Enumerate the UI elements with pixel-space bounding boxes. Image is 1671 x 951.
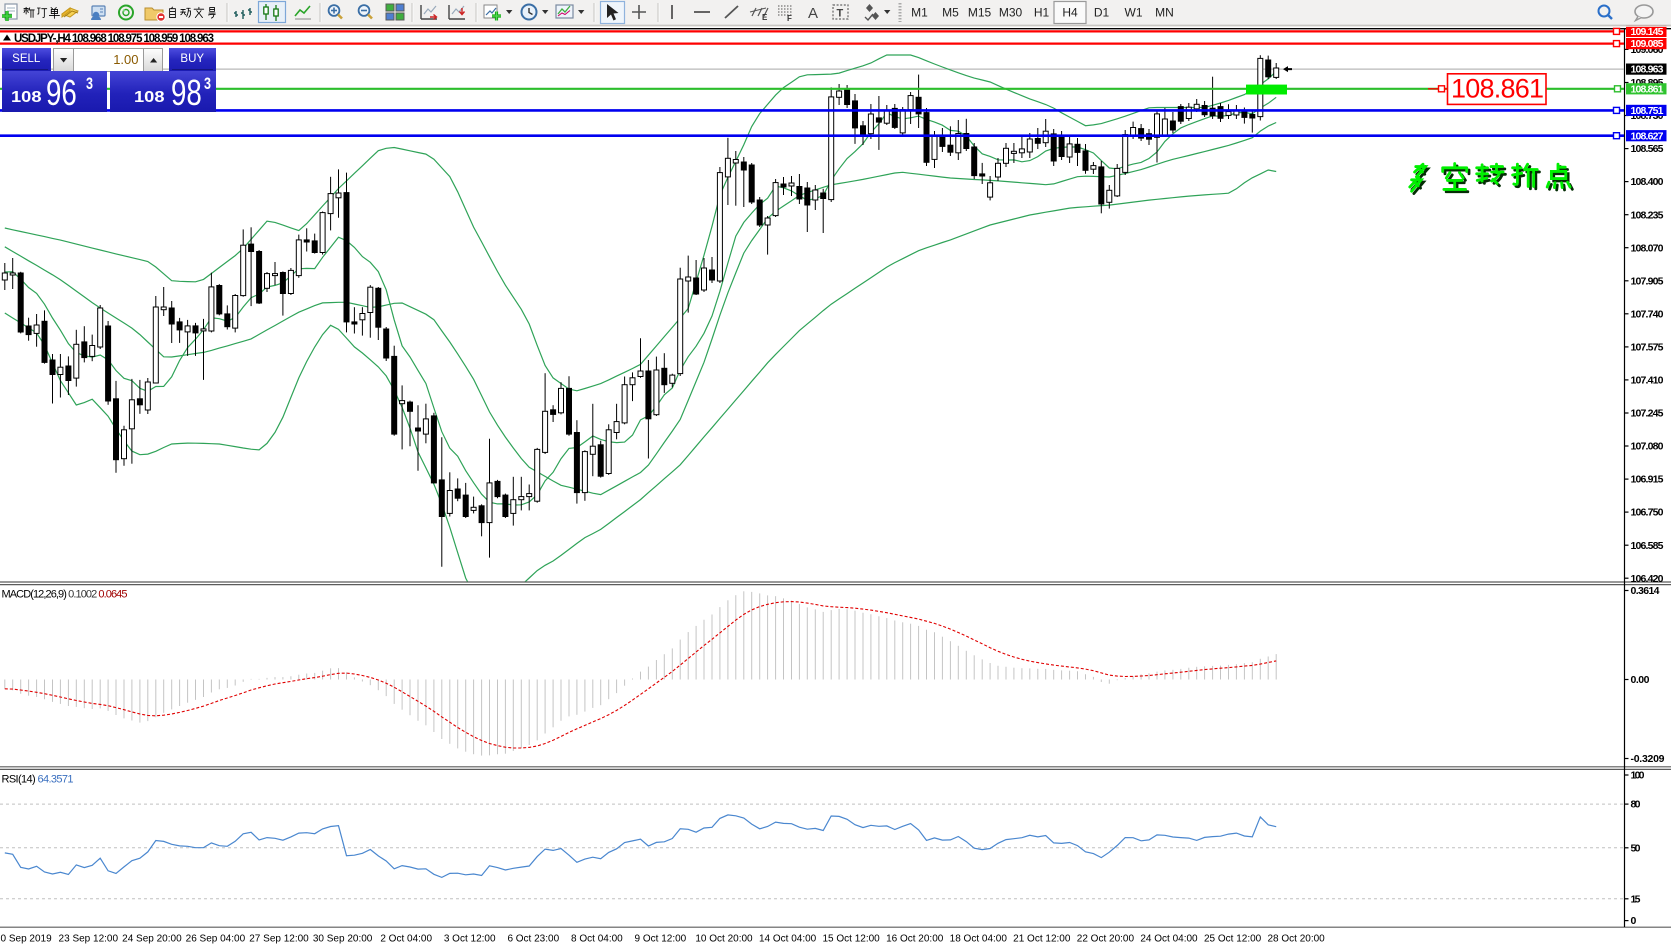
svg-text:0: 0 — [1631, 915, 1637, 927]
svg-text:M15: M15 — [968, 6, 992, 20]
svg-text:0 Sep 2019: 0 Sep 2019 — [1, 934, 53, 945]
svg-text:9 Oct 12:00: 9 Oct 12:00 — [635, 934, 687, 945]
svg-text:A: A — [808, 5, 818, 22]
svg-text:MACD(12,26,9) 0.1002 0.0645: MACD(12,26,9) 0.1002 0.0645 — [2, 589, 128, 601]
svg-text:24 Oct 04:00: 24 Oct 04:00 — [1140, 934, 1198, 945]
svg-text:25 Oct 12:00: 25 Oct 12:00 — [1204, 934, 1262, 945]
svg-text:14 Oct 04:00: 14 Oct 04:00 — [759, 934, 817, 945]
svg-text:MN: MN — [1155, 6, 1174, 20]
svg-text:D1: D1 — [1094, 6, 1110, 20]
svg-text:M1: M1 — [911, 6, 928, 20]
svg-text:RSI(14) 64.3571: RSI(14) 64.3571 — [2, 774, 74, 786]
svg-text:30 Sep 20:00: 30 Sep 20:00 — [313, 934, 373, 945]
svg-text:109.145: 109.145 — [1631, 26, 1664, 38]
svg-text:E: E — [762, 13, 768, 22]
svg-text:106.750: 106.750 — [1631, 507, 1664, 519]
svg-text:100: 100 — [1631, 770, 1645, 782]
svg-text:106.420: 106.420 — [1631, 573, 1664, 585]
svg-text:10 Oct 20:00: 10 Oct 20:00 — [695, 934, 753, 945]
svg-text:18 Oct 04:00: 18 Oct 04:00 — [950, 934, 1008, 945]
svg-text:15 Oct 12:00: 15 Oct 12:00 — [822, 934, 880, 945]
svg-text:80: 80 — [1631, 799, 1641, 811]
svg-text:108.861: 108.861 — [1631, 83, 1664, 95]
svg-text:16 Oct 20:00: 16 Oct 20:00 — [886, 934, 944, 945]
svg-text:107.575: 107.575 — [1631, 342, 1664, 354]
svg-text:21 Oct 12:00: 21 Oct 12:00 — [1013, 934, 1071, 945]
svg-text:6 Oct 23:00: 6 Oct 23:00 — [507, 934, 559, 945]
svg-text:0.3614: 0.3614 — [1631, 585, 1660, 597]
svg-text:108.400: 108.400 — [1631, 176, 1664, 188]
svg-text:USDJPY-,H4 108.968 108.975 108: USDJPY-,H4 108.968 108.975 108.959 108.9… — [14, 33, 214, 45]
svg-text:27 Sep 12:00: 27 Sep 12:00 — [249, 934, 309, 945]
svg-text:108.861: 108.861 — [1451, 74, 1544, 104]
svg-text:H4: H4 — [1062, 6, 1078, 20]
svg-text:107.905: 107.905 — [1631, 275, 1664, 287]
svg-text:108.565: 108.565 — [1631, 143, 1664, 155]
svg-text:106.585: 106.585 — [1631, 540, 1664, 552]
svg-text:F: F — [787, 14, 792, 23]
svg-text:28 Oct 20:00: 28 Oct 20:00 — [1267, 934, 1325, 945]
svg-text:2 Oct 04:00: 2 Oct 04:00 — [380, 934, 432, 945]
svg-text:107.080: 107.080 — [1631, 441, 1664, 453]
svg-text:22 Oct 20:00: 22 Oct 20:00 — [1077, 934, 1135, 945]
svg-text:15: 15 — [1631, 893, 1641, 905]
svg-text:-0.3209: -0.3209 — [1631, 753, 1665, 765]
svg-text:108.235: 108.235 — [1631, 209, 1664, 221]
svg-text:107.245: 107.245 — [1631, 408, 1664, 420]
svg-text:108.963: 108.963 — [1631, 64, 1664, 76]
svg-text:M5: M5 — [942, 6, 959, 20]
svg-text:24 Sep 20:00: 24 Sep 20:00 — [122, 934, 182, 945]
svg-text:109.085: 109.085 — [1631, 38, 1664, 50]
svg-text:106.915: 106.915 — [1631, 474, 1664, 486]
svg-text:107.740: 107.740 — [1631, 308, 1664, 320]
svg-text:0.00: 0.00 — [1631, 674, 1650, 686]
svg-text:107.410: 107.410 — [1631, 375, 1664, 387]
svg-text:W1: W1 — [1125, 6, 1143, 20]
svg-text:23 Sep 12:00: 23 Sep 12:00 — [59, 934, 119, 945]
svg-text:108.070: 108.070 — [1631, 242, 1664, 254]
svg-text:M30: M30 — [999, 6, 1023, 20]
svg-text:50: 50 — [1631, 842, 1641, 854]
svg-text:108.627: 108.627 — [1631, 130, 1664, 142]
svg-text:8 Oct 04:00: 8 Oct 04:00 — [571, 934, 623, 945]
svg-text:3 Oct 12:00: 3 Oct 12:00 — [444, 934, 496, 945]
svg-text:108.751: 108.751 — [1631, 105, 1664, 117]
svg-text:26 Sep 04:00: 26 Sep 04:00 — [186, 934, 246, 945]
svg-text:T: T — [837, 8, 844, 20]
svg-text:H1: H1 — [1034, 6, 1050, 20]
